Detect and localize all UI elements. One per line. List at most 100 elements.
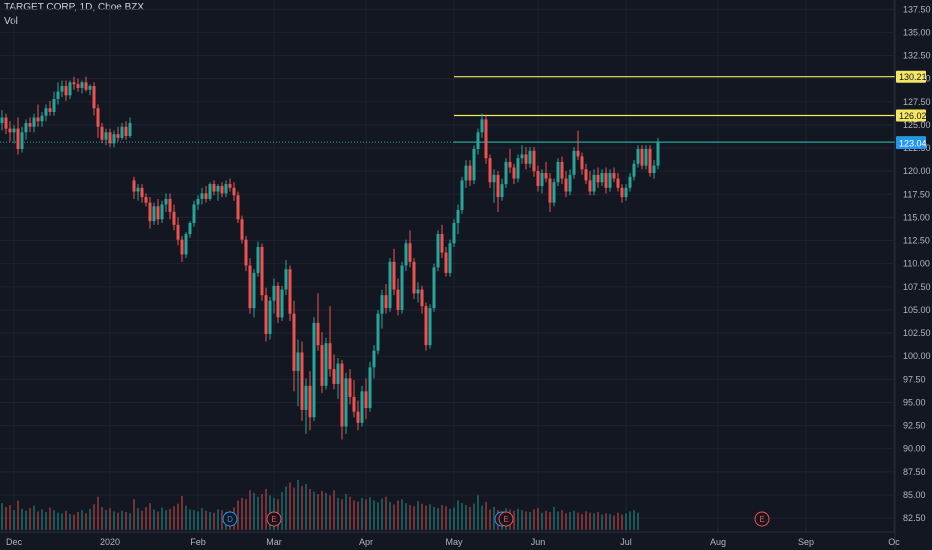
candle-body[interactable]	[188, 222, 192, 235]
candle-body[interactable]	[452, 222, 456, 244]
candle-body[interactable]	[444, 252, 448, 273]
candle-body[interactable]	[180, 239, 184, 255]
candle-body[interactable]	[64, 86, 68, 96]
candle-body[interactable]	[16, 128, 20, 149]
candle-body[interactable]	[112, 134, 116, 144]
candle-body[interactable]	[24, 123, 28, 133]
candle-body[interactable]	[92, 86, 96, 109]
candle-body[interactable]	[12, 128, 16, 133]
candle-body[interactable]	[584, 169, 588, 181]
candle-body[interactable]	[640, 148, 644, 166]
candle-body[interactable]	[624, 187, 628, 198]
candle-body[interactable]	[468, 165, 472, 181]
candle-body[interactable]	[224, 184, 228, 194]
candle-body[interactable]	[488, 158, 492, 183]
candle-body[interactable]	[564, 178, 568, 192]
event-marker[interactable]	[754, 511, 770, 527]
candle-body[interactable]	[156, 206, 160, 220]
candle-body[interactable]	[172, 211, 176, 225]
candle-body[interactable]	[88, 86, 92, 90]
candle-body[interactable]	[476, 132, 480, 149]
candle-body[interactable]	[4, 117, 8, 129]
candle-body[interactable]	[428, 308, 432, 346]
candle-body[interactable]	[500, 184, 504, 198]
candle-body[interactable]	[232, 187, 236, 196]
candle-body[interactable]	[332, 369, 336, 384]
candle-body[interactable]	[492, 174, 496, 183]
candle-body[interactable]	[360, 391, 364, 423]
candle-body[interactable]	[512, 167, 516, 179]
candle-body[interactable]	[404, 243, 408, 266]
candle-body[interactable]	[628, 176, 632, 188]
candle-body[interactable]	[176, 224, 180, 240]
candle-body[interactable]	[48, 108, 52, 112]
candle-body[interactable]	[636, 148, 640, 164]
candle-body[interactable]	[308, 385, 312, 418]
candle-body[interactable]	[220, 185, 224, 194]
candle-body[interactable]	[168, 198, 172, 212]
candle-body[interactable]	[288, 269, 292, 314]
candle-body[interactable]	[536, 171, 540, 186]
candle-body[interactable]	[40, 115, 44, 122]
candle-body[interactable]	[248, 265, 252, 309]
candle-body[interactable]	[296, 352, 300, 372]
candle-body[interactable]	[616, 178, 620, 188]
candle-body[interactable]	[556, 161, 560, 183]
candle-body[interactable]	[560, 161, 564, 179]
candle-body[interactable]	[576, 150, 580, 157]
candle-body[interactable]	[132, 180, 136, 192]
candle-body[interactable]	[32, 117, 36, 127]
candle-body[interactable]	[592, 174, 596, 192]
candle-body[interactable]	[56, 91, 60, 99]
candle-body[interactable]	[336, 363, 340, 384]
candle-body[interactable]	[456, 210, 460, 223]
candle-body[interactable]	[356, 411, 360, 423]
candle-body[interactable]	[344, 378, 348, 427]
candle-body[interactable]	[432, 267, 436, 309]
candle-body[interactable]	[588, 180, 592, 192]
candle-body[interactable]	[424, 306, 428, 346]
candle-body[interactable]	[84, 82, 88, 90]
candle-body[interactable]	[256, 247, 260, 273]
candle-body[interactable]	[528, 150, 532, 164]
candle-body[interactable]	[244, 239, 248, 266]
candle-body[interactable]	[292, 313, 296, 372]
candle-body[interactable]	[392, 261, 396, 290]
candle-body[interactable]	[184, 234, 188, 255]
candle-body[interactable]	[260, 247, 264, 296]
candle-body[interactable]	[128, 123, 132, 137]
candle-body[interactable]	[304, 385, 308, 410]
candle-body[interactable]	[328, 343, 332, 370]
candle-body[interactable]	[216, 185, 220, 192]
candle-body[interactable]	[236, 195, 240, 220]
candle-body[interactable]	[20, 132, 24, 149]
candle-body[interactable]	[340, 363, 344, 427]
candle-body[interactable]	[144, 197, 148, 203]
candle-body[interactable]	[208, 184, 212, 199]
candle-body[interactable]	[60, 86, 64, 92]
candle-body[interactable]	[44, 108, 48, 116]
candle-body[interactable]	[380, 295, 384, 314]
candle-body[interactable]	[212, 184, 216, 192]
candle-body[interactable]	[604, 173, 608, 188]
candle-body[interactable]	[76, 84, 80, 88]
candle-body[interactable]	[264, 295, 268, 335]
candle-body[interactable]	[552, 182, 556, 203]
candle-body[interactable]	[276, 285, 280, 318]
candle-body[interactable]	[484, 119, 488, 159]
candle-body[interactable]	[268, 300, 272, 335]
candle-body[interactable]	[28, 123, 32, 127]
candle-body[interactable]	[372, 350, 376, 368]
candle-body[interactable]	[364, 391, 368, 409]
candle-body[interactable]	[164, 198, 168, 205]
candle-body[interactable]	[108, 132, 112, 144]
candle-body[interactable]	[152, 206, 156, 222]
candle-body[interactable]	[204, 193, 208, 199]
candle-body[interactable]	[540, 173, 544, 186]
candle-body[interactable]	[580, 156, 584, 170]
candle-body[interactable]	[320, 345, 324, 386]
candle-body[interactable]	[68, 82, 72, 96]
candle-body[interactable]	[420, 289, 424, 307]
candle-body[interactable]	[96, 108, 100, 127]
